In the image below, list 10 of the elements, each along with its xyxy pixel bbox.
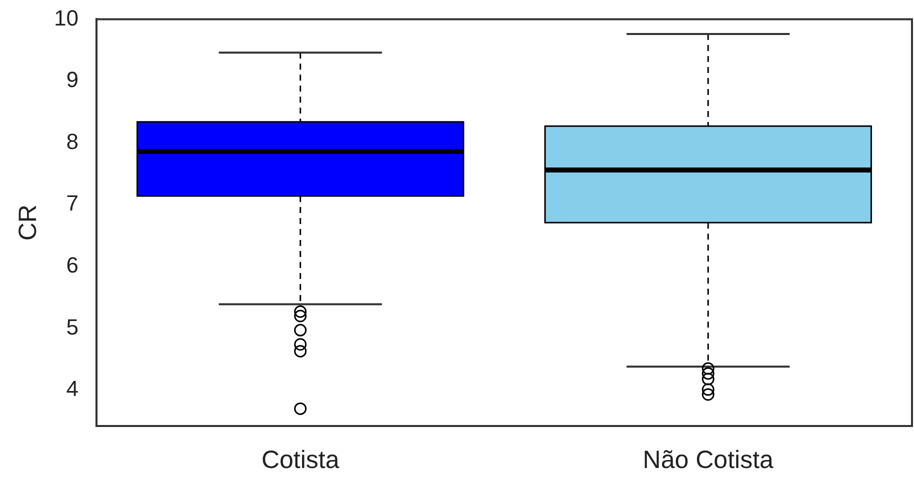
x-tick-label: Cotista [261, 446, 340, 474]
x-tick-label: Não Cotista [642, 446, 774, 474]
y-tick-label: 7 [66, 190, 78, 216]
y-tick-label: 4 [66, 376, 78, 402]
y-tick-label: 6 [66, 252, 78, 278]
y-tick-label: 10 [54, 5, 78, 30]
y-tick-label: 8 [66, 128, 78, 154]
y-axis-title: CR [14, 204, 42, 241]
y-tick-label: 9 [66, 67, 78, 92]
y-tick-label: 5 [66, 314, 78, 340]
